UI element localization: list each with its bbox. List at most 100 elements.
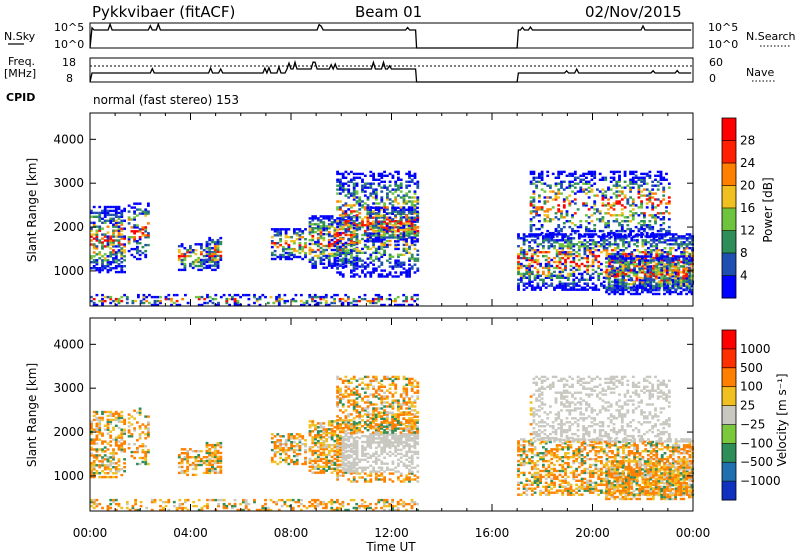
velocity-echo-cell xyxy=(103,446,107,449)
power-echo-cell xyxy=(608,241,612,244)
power-echo-cell xyxy=(623,174,627,177)
velocity-echo-cell xyxy=(290,447,293,450)
power-echo-cell xyxy=(530,286,534,289)
velocity-echo-cell xyxy=(106,466,110,469)
velocity-echo-cell xyxy=(213,469,217,472)
velocity-echo-cell xyxy=(208,449,212,453)
power-echo-cell xyxy=(640,184,643,187)
velocity-echo-cell xyxy=(327,461,331,465)
power-echo-cell xyxy=(590,178,594,181)
velocity-echo-cell xyxy=(194,457,198,461)
power-echo-cell xyxy=(407,208,411,211)
power-echo-cell xyxy=(629,255,633,258)
power-echo-cell xyxy=(322,221,326,224)
power-echo-cell xyxy=(153,303,157,307)
velocity-echo-cell xyxy=(123,432,126,435)
velocity-echo-cell xyxy=(109,420,113,423)
power-echo-cell xyxy=(663,259,666,262)
power-echo-cell xyxy=(277,295,281,299)
power-echo-cell xyxy=(410,241,414,245)
velocity-echo-cell xyxy=(114,472,118,475)
power-echo-cell xyxy=(114,259,118,262)
power-echo-cell xyxy=(676,277,680,280)
velocity-echo-cell xyxy=(282,458,285,462)
velocity-scatter-cells xyxy=(90,375,694,512)
power-echo-cell xyxy=(565,196,569,199)
power-echo-cell xyxy=(561,262,565,266)
power-echo-cell xyxy=(402,228,406,231)
power-echo-cell xyxy=(325,229,328,232)
power-echo-cell xyxy=(333,256,337,260)
power-echo-cell xyxy=(117,299,121,303)
power-echo-cell xyxy=(416,196,420,199)
power-echo-cell xyxy=(300,293,303,297)
power-echo-cell xyxy=(397,261,400,264)
power-echo-cell xyxy=(114,239,118,242)
power-echo-cell xyxy=(413,220,417,223)
power-echo-cell xyxy=(213,244,217,248)
power-echo-cell xyxy=(136,251,139,255)
power-echo-cell xyxy=(529,172,533,176)
velocity-echo-cell xyxy=(186,456,189,459)
power-echo-cell xyxy=(352,178,356,181)
power-echo-cell xyxy=(627,275,630,278)
power-echo-cell xyxy=(366,271,370,274)
power-echo-cell xyxy=(564,258,567,262)
power-echo-cell xyxy=(117,245,121,248)
power-echo-cell xyxy=(90,235,93,238)
power-echo-cell xyxy=(361,178,364,181)
power-echo-cell xyxy=(284,242,288,245)
velocity-echo-cell xyxy=(112,452,115,455)
power-echo-cell xyxy=(598,229,602,233)
power-echo-cell xyxy=(117,205,121,209)
power-echo-cell xyxy=(627,290,630,294)
power-echo-cell xyxy=(133,230,136,233)
power-echo-cell xyxy=(388,198,392,201)
power-echo-cell xyxy=(374,188,378,191)
power-echo-cell xyxy=(604,196,608,199)
power-echo-cell xyxy=(144,230,148,233)
velocity-echo-cell xyxy=(208,443,212,447)
velocity-echo-cell xyxy=(276,447,280,450)
power-echo-cell xyxy=(293,240,296,243)
power-echo-cell xyxy=(408,200,411,203)
velocity-echo-cell xyxy=(322,451,326,455)
power-echo-cell xyxy=(657,263,661,266)
power-echo-cell xyxy=(336,217,339,220)
velocity-echo-cell xyxy=(197,450,201,453)
velocity-echo-cell xyxy=(133,417,136,420)
power-echo-cell xyxy=(621,279,625,282)
power-echo-cell xyxy=(211,264,214,267)
power-echo-cell xyxy=(550,243,554,246)
power-echo-cell xyxy=(610,286,614,290)
power-echo-cell xyxy=(219,258,223,261)
power-echo-cell xyxy=(649,249,653,252)
power-echo-cell xyxy=(685,286,689,289)
power-colorbar-tick: 12 xyxy=(740,224,755,238)
power-echo-cell xyxy=(361,237,364,241)
power-echo-cell xyxy=(536,282,540,285)
power-echo-cell xyxy=(665,210,668,213)
power-echo-cell xyxy=(654,284,658,288)
power-echo-cell xyxy=(103,211,107,215)
power-echo-cell xyxy=(380,224,383,227)
power-echo-cell xyxy=(347,295,350,299)
power-echo-cell xyxy=(621,273,625,276)
power-echo-cell xyxy=(648,176,652,179)
power-echo-cell xyxy=(542,251,545,254)
velocity-echo-cell xyxy=(92,472,96,475)
power-echo-cell xyxy=(569,239,573,242)
power-echo-cell xyxy=(607,212,610,215)
power-echo-cell xyxy=(219,250,223,254)
power-echo-cell xyxy=(377,247,381,251)
power-echo-cell xyxy=(550,278,554,281)
velocity-echo-cell xyxy=(112,456,115,459)
power-echo-cell xyxy=(366,222,370,225)
power-echo-cell xyxy=(618,178,621,181)
power-echo-cell xyxy=(270,240,274,243)
power-echo-cell xyxy=(532,196,536,199)
velocity-echo-cell xyxy=(311,449,315,453)
power-echo-cell xyxy=(98,251,102,254)
power-echo-cell xyxy=(690,284,694,288)
power-echo-cell xyxy=(579,225,583,229)
